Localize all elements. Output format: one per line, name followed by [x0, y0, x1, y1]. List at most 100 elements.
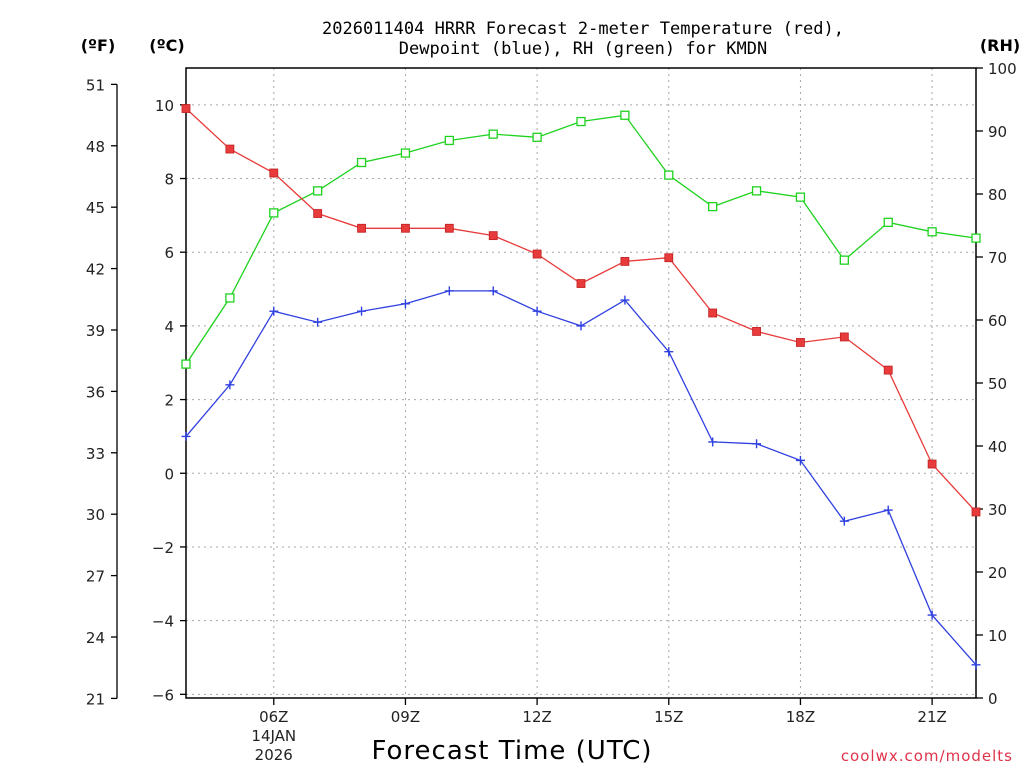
- rh-tick-label: 40: [988, 438, 1007, 456]
- celsius-axis-unit: (ºC): [149, 36, 184, 55]
- rh-tick-label: 100: [988, 60, 1017, 78]
- rh-marker: [532, 132, 542, 142]
- rh-marker: [313, 186, 323, 196]
- temperature-marker: [971, 507, 981, 517]
- dewpoint-marker: [225, 380, 235, 390]
- rh-tick-label: 10: [988, 627, 1007, 645]
- temperature-marker: [532, 249, 542, 259]
- dewpoint-marker: [313, 317, 323, 327]
- temperature-marker: [664, 253, 674, 263]
- rh-marker: [269, 208, 279, 218]
- celsius-tick-label: 6: [164, 244, 174, 262]
- temperature-marker: [839, 332, 849, 342]
- fahrenheit-tick-label: 42: [86, 261, 105, 279]
- rh-marker: [400, 148, 411, 158]
- x-tick-label: 06Z: [259, 708, 288, 726]
- temperature-series: [181, 104, 981, 517]
- temperature-marker: [488, 231, 498, 241]
- axes: [111, 67, 983, 705]
- rh-marker: [927, 227, 937, 237]
- rh-tick-label: 90: [988, 123, 1007, 141]
- dewpoint-series: [181, 286, 981, 670]
- dewpoint-marker: [708, 437, 718, 447]
- dewpoint-marker: [181, 431, 191, 441]
- temperature-marker: [708, 308, 718, 318]
- dewpoint-marker: [971, 660, 981, 670]
- fahrenheit-axis-unit: (ºF): [81, 36, 116, 55]
- rh-tick-label: 50: [988, 375, 1007, 393]
- rh-tick-label: 20: [988, 564, 1007, 582]
- temperature-marker: [357, 223, 366, 233]
- temperature-marker: [927, 459, 937, 469]
- rh-marker: [664, 170, 674, 180]
- rh-tick-label: 0: [988, 690, 998, 708]
- celsius-tick-label: −2: [152, 539, 174, 557]
- fahrenheit-tick-label: 33: [86, 445, 105, 463]
- plot-frame: [185, 67, 977, 699]
- rh-tick-label: 80: [988, 186, 1007, 204]
- dewpoint-marker: [400, 299, 410, 309]
- temperature-marker: [444, 223, 454, 233]
- temperature-marker: [269, 168, 279, 178]
- dewpoint-marker: [269, 306, 279, 316]
- source-credit: coolwx.com/modelts: [841, 747, 1013, 765]
- fahrenheit-tick-label: 45: [86, 199, 105, 217]
- dewpoint-marker: [927, 610, 937, 620]
- rh-marker: [839, 255, 849, 265]
- dewpoint-marker: [444, 286, 454, 296]
- dewpoint-marker: [664, 347, 674, 357]
- temperature-marker: [401, 223, 410, 233]
- rh-marker: [971, 233, 981, 243]
- temperature-marker: [752, 327, 761, 336]
- celsius-tick-label: 10: [155, 97, 174, 115]
- temperature-marker: [225, 144, 235, 154]
- x-axis-label: Forecast Time (UTC): [371, 736, 652, 766]
- rh-marker: [356, 157, 367, 168]
- dewpoint-marker: [532, 306, 542, 316]
- rh-marker: [795, 192, 806, 202]
- rh-tick-label: 60: [988, 312, 1007, 330]
- dewpoint-marker: [357, 306, 367, 316]
- x-tick-label: 09Z: [391, 708, 420, 726]
- fahrenheit-tick-label: 24: [86, 629, 105, 647]
- rh-marker: [708, 201, 718, 212]
- celsius-tick-label: −6: [152, 686, 174, 704]
- rh-marker: [576, 116, 586, 127]
- rh-marker: [883, 217, 893, 228]
- celsius-tick-label: 2: [164, 392, 174, 410]
- temperature-marker: [883, 365, 893, 375]
- fahrenheit-tick-label: 48: [86, 138, 105, 156]
- temperature-marker: [796, 338, 805, 347]
- fahrenheit-tick-label: 39: [86, 322, 105, 340]
- x-tick-label: 21Z: [917, 708, 946, 726]
- fahrenheit-tick-label: 36: [86, 383, 105, 401]
- dewpoint-marker: [839, 516, 849, 526]
- dewpoint-marker: [883, 505, 893, 515]
- fahrenheit-tick-label: 27: [86, 568, 105, 586]
- fahrenheit-tick-label: 51: [86, 76, 105, 94]
- rh-axis-unit: (RH): [980, 36, 1020, 55]
- temperature-marker: [313, 209, 323, 218]
- rh-marker: [751, 186, 762, 196]
- x-tick-label: 15Z: [654, 708, 683, 726]
- rh-marker: [488, 129, 498, 139]
- temperature-marker: [620, 257, 630, 266]
- chart-title-line-1: 2026011404 HRRR Forecast 2-meter Tempera…: [322, 19, 844, 39]
- celsius-tick-label: 4: [164, 318, 174, 336]
- dewpoint-marker: [488, 286, 498, 296]
- rh-marker: [620, 110, 630, 120]
- temperature-marker: [576, 279, 586, 288]
- dewpoint-marker: [576, 321, 586, 331]
- x-date-label: 14JAN: [251, 727, 296, 745]
- rh-marker: [444, 135, 454, 146]
- temperature-marker: [181, 104, 191, 113]
- dewpoint-marker: [620, 295, 630, 305]
- x-tick-label: 12Z: [522, 708, 551, 726]
- rh-tick-label: 30: [988, 501, 1007, 519]
- celsius-tick-label: 8: [164, 171, 174, 189]
- fahrenheit-tick-label: 21: [86, 690, 105, 708]
- celsius-tick-label: −4: [152, 613, 174, 631]
- celsius-tick-label: 0: [164, 465, 174, 483]
